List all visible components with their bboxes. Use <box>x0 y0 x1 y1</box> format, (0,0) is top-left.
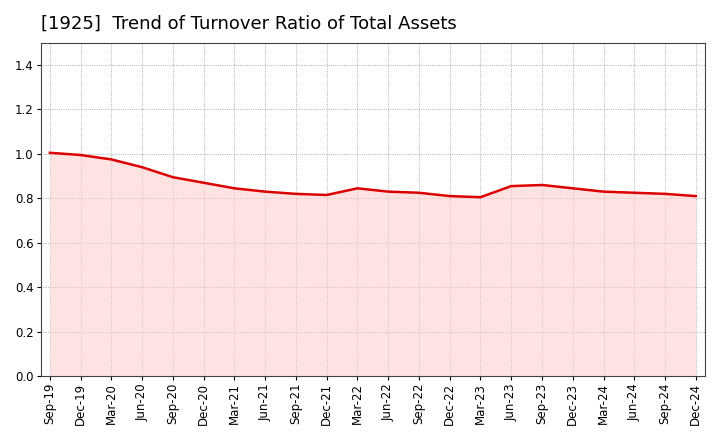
Text: [1925]  Trend of Turnover Ratio of Total Assets: [1925] Trend of Turnover Ratio of Total … <box>41 15 456 33</box>
